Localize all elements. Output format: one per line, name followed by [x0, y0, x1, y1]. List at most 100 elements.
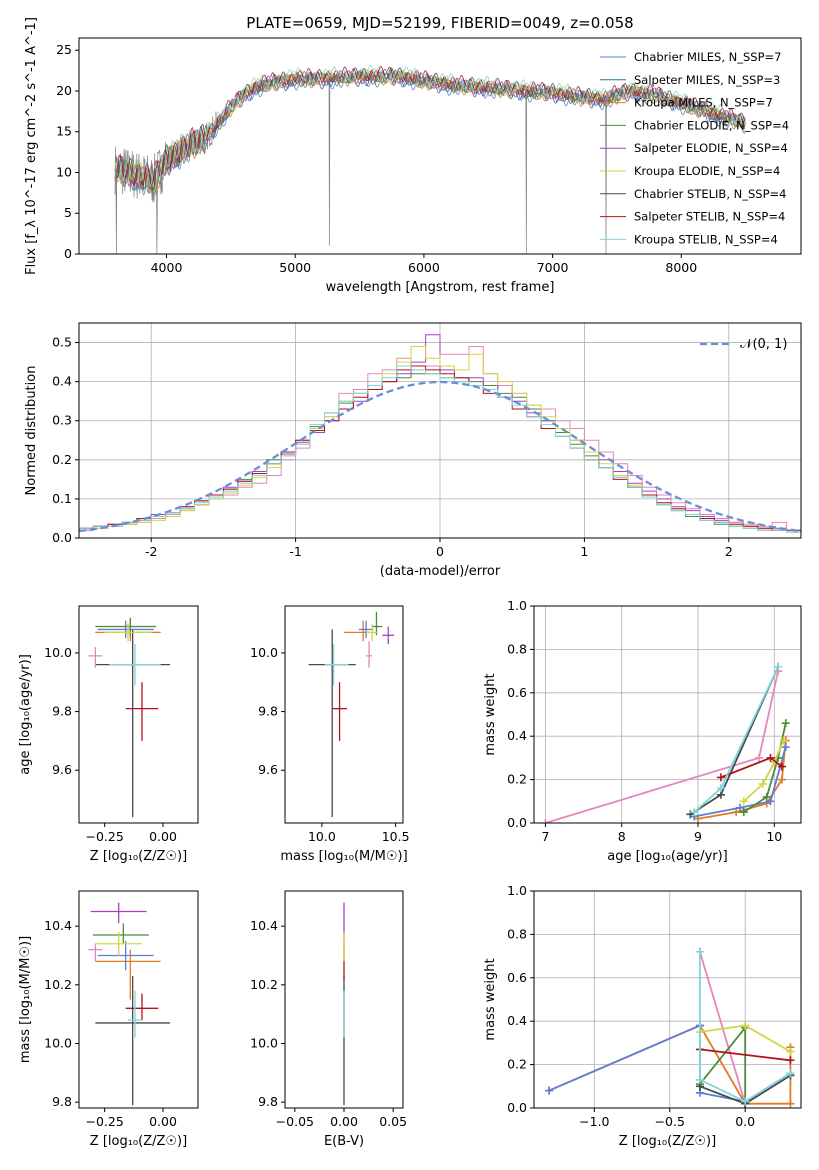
spectrum-model-line-7 [114, 67, 746, 192]
weight-marker [774, 662, 783, 671]
y-tick-label: 10.0 [44, 645, 72, 660]
y-tick-label: 0.8 [507, 926, 527, 941]
weight-line-8 [693, 666, 779, 813]
x-tick-label: 2 [725, 544, 733, 559]
y-tick-label: 9.8 [52, 704, 72, 719]
errorbar-point [366, 641, 373, 668]
legend-label: Chabrier STELIB, N_SSP=4 [634, 187, 786, 201]
y-tick-label: 10.2 [44, 977, 72, 992]
errorbar-point [382, 626, 395, 645]
weight-marker [739, 797, 748, 806]
axes-frame [78, 890, 199, 1109]
errorbar-point [95, 976, 170, 1106]
weight-marker [777, 762, 786, 771]
x-axis-label: (data-model)/error [380, 564, 501, 579]
y-tick-label: 0 [64, 246, 72, 261]
y-axis-label: Normed distribution [24, 366, 39, 496]
legend-label: Salpeter MILES, N_SSP=3 [634, 73, 780, 87]
y-axis-label: Flux [f_λ 10^-17 erg cm^-2 s^-1 A^-1] [24, 17, 39, 275]
x-axis-label: age [log₁₀(age/yr)] [607, 849, 728, 864]
errorbar-point [95, 932, 142, 956]
weight-marker [777, 775, 786, 784]
y-axis-label: age [log₁₀(age/yr)] [18, 654, 33, 775]
errorbar-point [104, 623, 152, 642]
y-tick-label: 1.0 [507, 598, 527, 613]
axes-residuals: -2 -1 0 1 2 0.0 0.1 0.2 0.3 0.4 0.5 (data-model)/er… [24, 322, 802, 579]
x-tick-label: −0.25 [86, 1114, 124, 1129]
weight-marker [739, 808, 748, 817]
y-tick-label: 9.8 [258, 704, 278, 719]
errorbar-point [128, 990, 142, 1038]
x-tick-label: −0.25 [86, 829, 124, 844]
y-tick-label: 10.4 [250, 918, 278, 933]
errorbar-point [95, 949, 161, 1000]
y-tick-label: 9.8 [258, 1094, 278, 1109]
x-tick-label: −0.05 [276, 1114, 314, 1129]
errorbar-point [93, 923, 149, 944]
weight-marker [735, 803, 744, 812]
plot-area-massweight_vs_age [541, 662, 790, 823]
residual-histogram-6 [79, 365, 801, 533]
y-tick-label: 0.6 [507, 970, 527, 985]
errorbar-point [90, 902, 147, 924]
y-axis-label: mass weight [483, 673, 498, 755]
y-tick-label: 10.0 [44, 1035, 72, 1050]
x-tick-label: 5000 [279, 260, 311, 275]
weight-marker [781, 743, 790, 752]
y-tick-label: 0.0 [507, 815, 527, 830]
weight-marker [541, 819, 550, 823]
x-axis-label: Z [log₁₀(Z/Z☉)] [90, 1134, 187, 1149]
x-tick-label: 9 [694, 829, 702, 844]
y-tick-label: 9.6 [52, 762, 72, 777]
y-tick-label: 25 [56, 42, 72, 57]
weight-line-1 [699, 951, 747, 1104]
x-tick-label: 0 [436, 544, 444, 559]
weight-marker [781, 719, 790, 728]
y-tick-label: 1.0 [507, 883, 527, 898]
errorbar-point [366, 623, 378, 642]
y-tick-label: 0.0 [507, 1100, 527, 1115]
y-tick-label: 0.8 [507, 641, 527, 656]
y-tick-label: 10.0 [250, 645, 278, 660]
weight-marker [716, 784, 725, 793]
axes-frame [78, 605, 199, 824]
x-tick-label: −1.0 [579, 1114, 609, 1129]
x-tick-label: 0.0 [735, 1114, 755, 1129]
weight-marker [695, 947, 704, 956]
x-tick-label: 6000 [408, 260, 440, 275]
weight-line-7 [699, 1048, 791, 1062]
legend-label: Kroupa STELIB, N_SSP=4 [634, 232, 778, 246]
weight-marker [755, 753, 764, 762]
y-tick-label: 10 [56, 164, 72, 179]
x-tick-label: 10 [766, 829, 782, 844]
weight-line-6 [689, 666, 779, 816]
x-tick-label: -1 [289, 544, 301, 559]
axes-frame [533, 605, 802, 824]
weight-marker [786, 1069, 795, 1078]
y-axis-label: mass weight [483, 958, 498, 1040]
x-tick-label: 8000 [665, 260, 697, 275]
y-tick-label: 0.1 [52, 491, 72, 506]
weight-marker [779, 736, 788, 745]
x-axis-label: Z [log₁₀(Z/Z☉)] [90, 849, 187, 864]
weight-marker [758, 779, 767, 788]
legend-label: Kroupa ELODIE, N_SSP=4 [634, 164, 780, 178]
errorbar-point [125, 993, 159, 1021]
weight-marker [786, 1056, 795, 1065]
y-tick-label: 20 [56, 83, 72, 98]
x-tick-label: 1 [580, 544, 588, 559]
y-tick-label: 15 [56, 124, 72, 139]
y-tick-label: 0.3 [52, 413, 72, 428]
spectrum-legend: Chabrier MILES, N_SSP=7 Salpeter MILES, N… [600, 50, 789, 246]
x-tick-label: 0.00 [149, 1114, 177, 1129]
y-tick-label: 0.5 [52, 335, 72, 350]
weight-marker [695, 1075, 704, 1084]
y-tick-label: 0.6 [507, 685, 527, 700]
x-tick-label: 7 [541, 829, 549, 844]
spectrum-model-line-9 [114, 64, 746, 187]
weight-marker [762, 792, 771, 801]
errorbar-point [324, 644, 349, 686]
spectrum-model-line-5 [114, 68, 746, 189]
y-tick-label: 0.4 [507, 728, 527, 743]
weight-marker [545, 1086, 554, 1095]
